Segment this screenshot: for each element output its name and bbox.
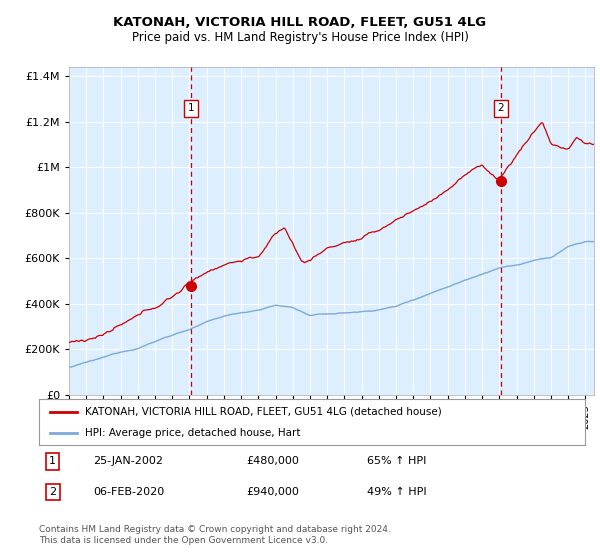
Text: £480,000: £480,000	[247, 456, 299, 466]
Text: 25-JAN-2002: 25-JAN-2002	[94, 456, 164, 466]
Text: 1: 1	[187, 103, 194, 113]
Text: 1: 1	[49, 456, 56, 466]
Text: £940,000: £940,000	[247, 487, 299, 497]
Text: Price paid vs. HM Land Registry's House Price Index (HPI): Price paid vs. HM Land Registry's House …	[131, 31, 469, 44]
Text: HPI: Average price, detached house, Hart: HPI: Average price, detached house, Hart	[85, 428, 301, 438]
Text: Contains HM Land Registry data © Crown copyright and database right 2024.
This d: Contains HM Land Registry data © Crown c…	[39, 525, 391, 545]
Text: 06-FEB-2020: 06-FEB-2020	[94, 487, 165, 497]
Text: 65% ↑ HPI: 65% ↑ HPI	[367, 456, 426, 466]
Text: 2: 2	[498, 103, 505, 113]
Text: KATONAH, VICTORIA HILL ROAD, FLEET, GU51 4LG (detached house): KATONAH, VICTORIA HILL ROAD, FLEET, GU51…	[85, 407, 442, 417]
Text: 2: 2	[49, 487, 56, 497]
Text: KATONAH, VICTORIA HILL ROAD, FLEET, GU51 4LG: KATONAH, VICTORIA HILL ROAD, FLEET, GU51…	[113, 16, 487, 29]
Text: 49% ↑ HPI: 49% ↑ HPI	[367, 487, 426, 497]
